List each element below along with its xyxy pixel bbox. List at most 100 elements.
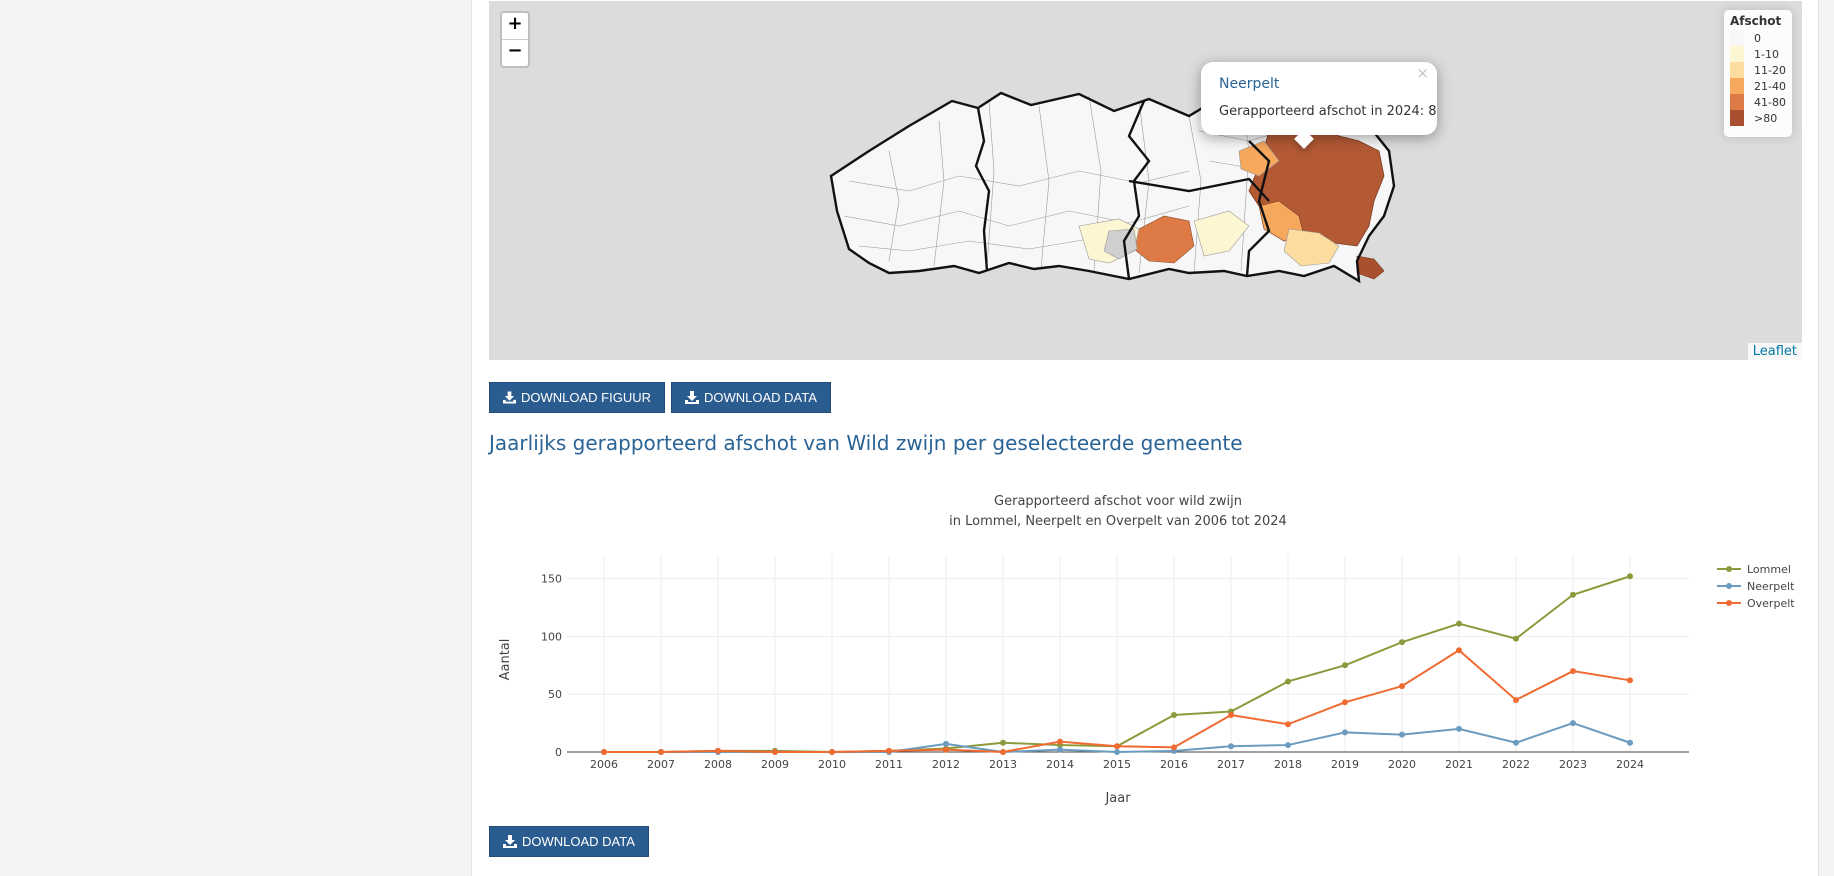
popup-value-label: Gerapporteerd afschot in 2024 <box>1219 104 1420 119</box>
legend-label: 11-20 <box>1754 63 1786 77</box>
map-region-s3 <box>1193 210 1250 257</box>
chart-title: Gerapporteerd afschot voor wild zwijn <box>994 494 1242 509</box>
data-point-lommel <box>1456 620 1462 627</box>
legend-label: Overpelt <box>1747 597 1795 610</box>
popup-value: 8 <box>1428 104 1437 119</box>
legend-item: >80 <box>1730 110 1786 126</box>
download-data-button[interactable]: DOWNLOAD DATA <box>671 382 831 413</box>
data-point-overpelt <box>1228 712 1234 718</box>
data-point-overpelt <box>1513 696 1519 703</box>
x-tick-label: 2023 <box>1559 758 1587 771</box>
popup-value-line: Gerapporteerd afschot in 2024: 8 <box>1219 104 1437 119</box>
x-tick-label: 2013 <box>989 758 1017 771</box>
data-point-overpelt <box>1000 749 1006 755</box>
section-title: Jaarlijks gerapporteerd afschot van Wild… <box>489 431 1243 455</box>
map-region-low <box>1283 228 1340 267</box>
x-tick-label: 2019 <box>1331 758 1359 771</box>
data-point-neerpelt <box>1456 725 1462 732</box>
data-point-overpelt <box>1456 647 1462 654</box>
legend-item: 1-10 <box>1730 46 1786 62</box>
x-tick-label: 2016 <box>1160 758 1188 771</box>
legend-swatch <box>1730 62 1744 78</box>
x-tick-label: 2024 <box>1616 758 1644 771</box>
x-tick-label: 2007 <box>647 758 675 771</box>
legend-label: Lommel <box>1747 563 1791 576</box>
legend-swatch <box>1730 46 1744 62</box>
data-point-neerpelt <box>1627 739 1633 746</box>
zoom-out-button[interactable]: − <box>507 40 523 61</box>
data-point-lommel <box>1342 662 1348 669</box>
data-point-lommel <box>1171 712 1177 718</box>
legend-item: 41-80 <box>1730 94 1786 110</box>
y-tick-label: 0 <box>555 746 562 759</box>
data-point-neerpelt <box>1570 720 1576 727</box>
data-point-overpelt <box>772 749 778 755</box>
legend-marker <box>1726 583 1732 589</box>
data-point-lommel <box>1000 739 1006 746</box>
legend-label: Neerpelt <box>1747 580 1795 593</box>
x-tick-label: 2022 <box>1502 758 1530 771</box>
map-container[interactable]: + − Afschot 0 1-10 11-20 21-40 41-80 >80… <box>489 1 1802 360</box>
data-point-overpelt <box>1285 721 1291 728</box>
legend-label: 21-40 <box>1754 79 1786 93</box>
legend-marker <box>1726 566 1732 572</box>
data-point-neerpelt <box>1513 739 1519 746</box>
map-region-med2 <box>1238 140 1280 177</box>
download-data-label: DOWNLOAD DATA <box>704 390 817 405</box>
data-point-neerpelt <box>1285 742 1291 749</box>
download-figure-label: DOWNLOAD FIGUUR <box>521 390 651 405</box>
data-point-overpelt <box>601 749 607 755</box>
data-point-neerpelt <box>1342 729 1348 736</box>
legend-label: >80 <box>1754 111 1778 125</box>
data-point-overpelt <box>1570 668 1576 675</box>
data-point-overpelt <box>1171 744 1177 751</box>
data-point-neerpelt <box>1114 749 1120 755</box>
data-point-overpelt <box>1342 699 1348 706</box>
download-data-bottom-button[interactable]: DOWNLOAD DATA <box>489 826 649 857</box>
x-tick-label: 2017 <box>1217 758 1245 771</box>
y-tick-label: 150 <box>541 573 562 586</box>
data-point-neerpelt <box>1399 731 1405 738</box>
y-tick-label: 100 <box>541 630 562 643</box>
main-content: + − Afschot 0 1-10 11-20 21-40 41-80 >80… <box>471 0 1819 876</box>
x-tick-label: 2012 <box>932 758 960 771</box>
x-tick-label: 2009 <box>761 758 789 771</box>
download-icon <box>685 391 699 404</box>
data-point-overpelt <box>829 749 835 755</box>
x-tick-label: 2020 <box>1388 758 1416 771</box>
data-point-neerpelt <box>1228 743 1234 750</box>
data-point-overpelt <box>1057 738 1063 745</box>
popup-close-button[interactable]: × <box>1416 64 1429 82</box>
data-point-overpelt <box>886 747 892 754</box>
y-tick-label: 50 <box>548 688 562 701</box>
legend-swatch <box>1730 78 1744 94</box>
x-tick-label: 2011 <box>875 758 903 771</box>
y-axis-label: Aantal <box>498 639 513 681</box>
x-tick-label: 2015 <box>1103 758 1131 771</box>
map-canvas[interactable] <box>489 1 1802 360</box>
x-axis-label: Jaar <box>1104 791 1131 806</box>
map-legend: Afschot 0 1-10 11-20 21-40 41-80 >80 <box>1724 10 1792 137</box>
download-figure-button[interactable]: DOWNLOAD FIGUUR <box>489 382 665 413</box>
data-point-neerpelt <box>943 740 949 747</box>
zoom-in-button[interactable]: + <box>502 13 528 40</box>
leaflet-attribution-link[interactable]: Leaflet <box>1747 343 1802 360</box>
x-tick-label: 2010 <box>818 758 846 771</box>
data-point-overpelt <box>1399 683 1405 690</box>
data-point-neerpelt <box>1057 746 1063 753</box>
download-icon <box>503 835 517 848</box>
zoom-control: + − <box>500 11 530 68</box>
data-point-overpelt <box>943 746 949 753</box>
data-point-lommel <box>1285 678 1291 685</box>
data-point-lommel <box>1399 639 1405 646</box>
map-region-s1 <box>1133 215 1195 264</box>
data-point-lommel <box>1513 635 1519 642</box>
legend-label: 1-10 <box>1754 47 1779 61</box>
data-point-lommel <box>1627 573 1633 580</box>
line-chart: Gerapporteerd afschot voor wild zwijn in … <box>489 480 1819 820</box>
legend-item: 11-20 <box>1730 62 1786 78</box>
legend-marker <box>1726 600 1732 606</box>
x-tick-label: 2008 <box>704 758 732 771</box>
data-point-overpelt <box>1627 677 1633 684</box>
chart-subtitle: in Lommel, Neerpelt en Overpelt van 2006… <box>949 514 1287 529</box>
